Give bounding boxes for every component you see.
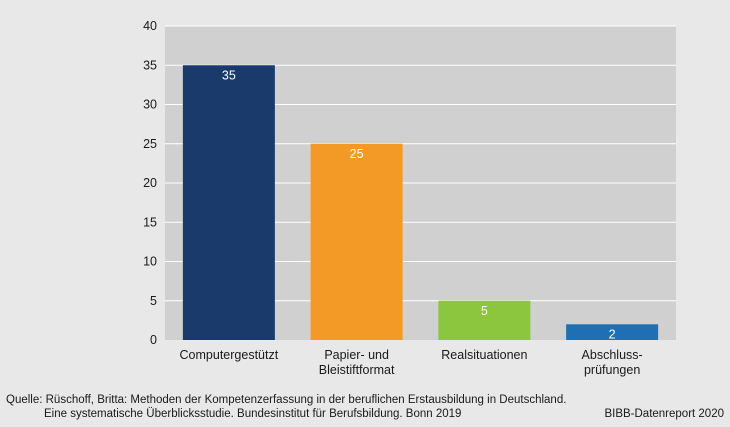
x-tick-label-line: Abschluss- — [582, 348, 643, 362]
x-tick-label: Abschluss-prüfungen — [582, 348, 643, 377]
bar — [566, 324, 659, 340]
y-tick-label: 0 — [150, 333, 157, 347]
source-note: Quelle: Rüschoff, Britta: Methoden der K… — [6, 393, 566, 421]
source-line-2: Eine systematische Überblicksstudie. Bun… — [44, 408, 462, 420]
bar — [438, 300, 531, 340]
bar-value-label: 35 — [222, 68, 236, 82]
y-tick-label: 15 — [143, 215, 157, 229]
x-tick-label-line: Bleistiftformat — [319, 363, 395, 377]
x-tick-label: Papier- und Bleistiftformat — [319, 348, 395, 377]
x-tick-label: Realsituationen — [441, 348, 527, 362]
bar — [310, 143, 403, 340]
y-tick-label: 10 — [143, 255, 157, 269]
y-tick-label: 5 — [150, 294, 157, 308]
source-line-1: Quelle: Rüschoff, Britta: Methoden der K… — [6, 394, 567, 406]
y-tick-label: 25 — [143, 137, 157, 151]
x-tick-label-line: Realsituationen — [441, 348, 527, 362]
bar-value-label: 5 — [481, 304, 488, 318]
y-tick-label: 20 — [143, 176, 157, 190]
bar-chart: 051015202530354035Computergestützt25Papi… — [143, 19, 676, 377]
x-tick-label-line: Computergestützt — [180, 348, 279, 362]
x-tick-label: Computergestützt — [180, 348, 279, 362]
bar-value-label: 25 — [350, 147, 364, 161]
y-tick-label: 30 — [143, 98, 157, 112]
bar-value-label: 2 — [609, 327, 616, 341]
x-tick-label-line: prüfungen — [584, 363, 640, 377]
x-tick-label-line: Papier- und — [324, 348, 389, 362]
y-tick-label: 40 — [143, 19, 157, 33]
credit-label: BIBB-Datenreport 2020 — [604, 408, 724, 420]
bar — [182, 65, 275, 340]
y-tick-label: 35 — [143, 58, 157, 72]
